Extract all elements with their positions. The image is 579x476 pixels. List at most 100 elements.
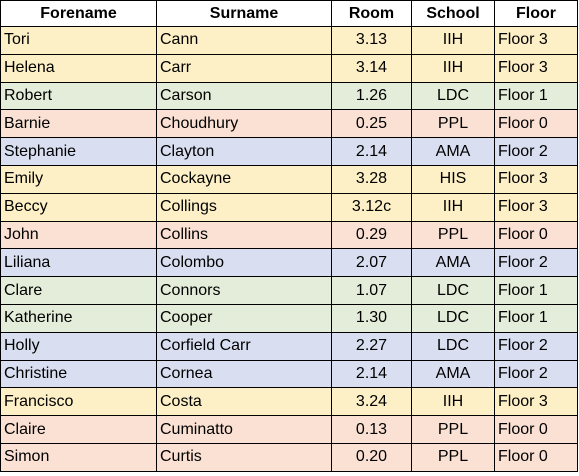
table-row[interactable]: Barnie Choudhury 0.25 PPL Floor 0 — [0, 109, 578, 139]
cell-surname[interactable]: Connors — [156, 276, 332, 305]
column-header-floor[interactable]: Floor — [494, 0, 578, 27]
cell-school[interactable]: HIS — [411, 164, 495, 194]
cell-floor[interactable]: Floor 2 — [494, 359, 578, 389]
cell-school[interactable]: PPL — [411, 415, 495, 444]
cell-floor[interactable]: Floor 0 — [494, 109, 578, 139]
cell-floor[interactable]: Floor 3 — [494, 26, 578, 55]
table-row[interactable]: Robert Carson 1.26 LDC Floor 1 — [0, 81, 578, 111]
cell-school[interactable]: AMA — [411, 137, 495, 166]
cell-forename[interactable]: Beccy — [0, 192, 157, 222]
table-row[interactable]: Tori Cann 3.13 IIH Floor 3 — [0, 26, 578, 55]
cell-surname[interactable]: Choudhury — [156, 109, 332, 139]
cell-forename[interactable]: Robert — [0, 81, 157, 111]
cell-surname[interactable]: Cockayne — [156, 164, 332, 194]
cell-floor[interactable]: Floor 2 — [494, 137, 578, 166]
column-header-room[interactable]: Room — [331, 0, 412, 27]
cell-forename[interactable]: Helena — [0, 53, 157, 83]
cell-forename[interactable]: Barnie — [0, 109, 157, 139]
column-header-school[interactable]: School — [411, 0, 495, 27]
cell-school[interactable]: IIH — [411, 26, 495, 55]
cell-school[interactable]: PPL — [411, 442, 495, 472]
cell-surname[interactable]: Clayton — [156, 137, 332, 166]
cell-school[interactable]: IIH — [411, 192, 495, 222]
column-header-surname[interactable]: Surname — [156, 0, 332, 27]
cell-surname[interactable]: Cooper — [156, 303, 332, 333]
cell-room[interactable]: 1.07 — [331, 276, 412, 305]
cell-school[interactable]: AMA — [411, 359, 495, 389]
cell-surname[interactable]: Colombo — [156, 248, 332, 278]
table-row[interactable]: Clare Connors 1.07 LDC Floor 1 — [0, 276, 578, 305]
cell-room[interactable]: 3.24 — [331, 387, 412, 417]
cell-room[interactable]: 3.28 — [331, 164, 412, 194]
cell-school[interactable]: IIH — [411, 53, 495, 83]
cell-floor[interactable]: Floor 1 — [494, 276, 578, 305]
cell-floor[interactable]: Floor 3 — [494, 387, 578, 417]
table-row[interactable]: Helena Carr 3.14 IIH Floor 3 — [0, 53, 578, 83]
cell-room[interactable]: 3.12c — [331, 192, 412, 222]
cell-school[interactable]: LDC — [411, 331, 495, 361]
table-row[interactable]: Simon Curtis 0.20 PPL Floor 0 — [0, 442, 578, 472]
cell-room[interactable]: 1.30 — [331, 303, 412, 333]
cell-floor[interactable]: Floor 0 — [494, 220, 578, 250]
cell-room[interactable]: 2.27 — [331, 331, 412, 361]
cell-room[interactable]: 0.25 — [331, 109, 412, 139]
table-row[interactable]: Claire Cuminatto 0.13 PPL Floor 0 — [0, 415, 578, 444]
cell-floor[interactable]: Floor 3 — [494, 164, 578, 194]
cell-school[interactable]: LDC — [411, 303, 495, 333]
cell-school[interactable]: PPL — [411, 109, 495, 139]
cell-floor[interactable]: Floor 3 — [494, 53, 578, 83]
cell-forename[interactable]: Simon — [0, 442, 157, 472]
cell-floor[interactable]: Floor 2 — [494, 248, 578, 278]
cell-room[interactable]: 0.29 — [331, 220, 412, 250]
cell-surname[interactable]: Costa — [156, 387, 332, 417]
cell-surname[interactable]: Corfield Carr — [156, 331, 332, 361]
cell-room[interactable]: 3.14 — [331, 53, 412, 83]
table-row[interactable]: Liliana Colombo 2.07 AMA Floor 2 — [0, 248, 578, 278]
table-row[interactable]: Stephanie Clayton 2.14 AMA Floor 2 — [0, 137, 578, 166]
column-header-forename[interactable]: Forename — [0, 0, 157, 27]
cell-forename[interactable]: Emily — [0, 164, 157, 194]
cell-surname[interactable]: Carr — [156, 53, 332, 83]
table-row[interactable]: Katherine Cooper 1.30 LDC Floor 1 — [0, 303, 578, 333]
cell-forename[interactable]: Holly — [0, 331, 157, 361]
cell-surname[interactable]: Cuminatto — [156, 415, 332, 444]
cell-forename[interactable]: Christine — [0, 359, 157, 389]
table-row[interactable]: Emily Cockayne 3.28 HIS Floor 3 — [0, 164, 578, 194]
cell-school[interactable]: LDC — [411, 276, 495, 305]
cell-surname[interactable]: Carson — [156, 81, 332, 111]
cell-floor[interactable]: Floor 0 — [494, 442, 578, 472]
cell-surname[interactable]: Collins — [156, 220, 332, 250]
cell-surname[interactable]: Cornea — [156, 359, 332, 389]
cell-school[interactable]: PPL — [411, 220, 495, 250]
cell-room[interactable]: 2.14 — [331, 137, 412, 166]
cell-room[interactable]: 0.13 — [331, 415, 412, 444]
cell-school[interactable]: AMA — [411, 248, 495, 278]
cell-floor[interactable]: Floor 0 — [494, 415, 578, 444]
cell-room[interactable]: 2.14 — [331, 359, 412, 389]
cell-room[interactable]: 2.07 — [331, 248, 412, 278]
table-row[interactable]: John Collins 0.29 PPL Floor 0 — [0, 220, 578, 250]
cell-room[interactable]: 0.20 — [331, 442, 412, 472]
cell-forename[interactable]: Claire — [0, 415, 157, 444]
cell-floor[interactable]: Floor 1 — [494, 81, 578, 111]
cell-school[interactable]: IIH — [411, 387, 495, 417]
cell-floor[interactable]: Floor 2 — [494, 331, 578, 361]
table-row[interactable]: Beccy Collings 3.12c IIH Floor 3 — [0, 192, 578, 222]
cell-forename[interactable]: John — [0, 220, 157, 250]
cell-floor[interactable]: Floor 3 — [494, 192, 578, 222]
cell-floor[interactable]: Floor 1 — [494, 303, 578, 333]
table-row[interactable]: Christine Cornea 2.14 AMA Floor 2 — [0, 359, 578, 389]
cell-forename[interactable]: Stephanie — [0, 137, 157, 166]
cell-surname[interactable]: Cann — [156, 26, 332, 55]
cell-forename[interactable]: Liliana — [0, 248, 157, 278]
cell-forename[interactable]: Clare — [0, 276, 157, 305]
cell-room[interactable]: 3.13 — [331, 26, 412, 55]
cell-forename[interactable]: Katherine — [0, 303, 157, 333]
cell-school[interactable]: LDC — [411, 81, 495, 111]
cell-surname[interactable]: Collings — [156, 192, 332, 222]
table-row[interactable]: Holly Corfield Carr 2.27 LDC Floor 2 — [0, 331, 578, 361]
cell-surname[interactable]: Curtis — [156, 442, 332, 472]
table-row[interactable]: Francisco Costa 3.24 IIH Floor 3 — [0, 387, 578, 417]
cell-room[interactable]: 1.26 — [331, 81, 412, 111]
cell-forename[interactable]: Francisco — [0, 387, 157, 417]
